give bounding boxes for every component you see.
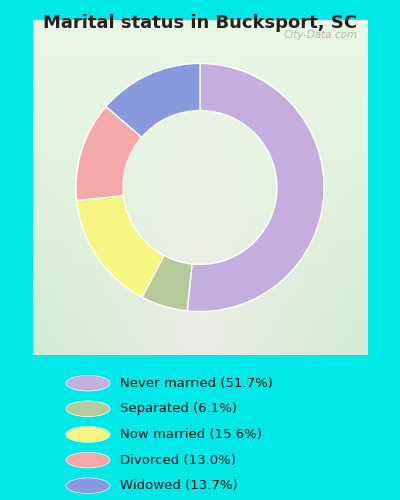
- Circle shape: [66, 478, 110, 494]
- Text: Divorced (13.0%): Divorced (13.0%): [120, 454, 236, 466]
- Circle shape: [66, 426, 110, 442]
- Text: Separated (6.1%): Separated (6.1%): [120, 402, 237, 415]
- Circle shape: [66, 376, 110, 391]
- Text: City-Data.com: City-Data.com: [283, 30, 358, 40]
- Text: Marital status in Bucksport, SC: Marital status in Bucksport, SC: [43, 14, 357, 32]
- Text: Widowed (13.7%): Widowed (13.7%): [120, 479, 238, 492]
- Wedge shape: [106, 64, 200, 138]
- Wedge shape: [76, 106, 142, 200]
- Text: Never married (51.7%): Never married (51.7%): [120, 376, 273, 390]
- Text: Now married (15.6%): Now married (15.6%): [120, 428, 262, 441]
- Circle shape: [66, 401, 110, 416]
- Circle shape: [66, 452, 110, 468]
- Wedge shape: [77, 196, 164, 297]
- Wedge shape: [187, 64, 324, 312]
- Wedge shape: [142, 256, 192, 311]
